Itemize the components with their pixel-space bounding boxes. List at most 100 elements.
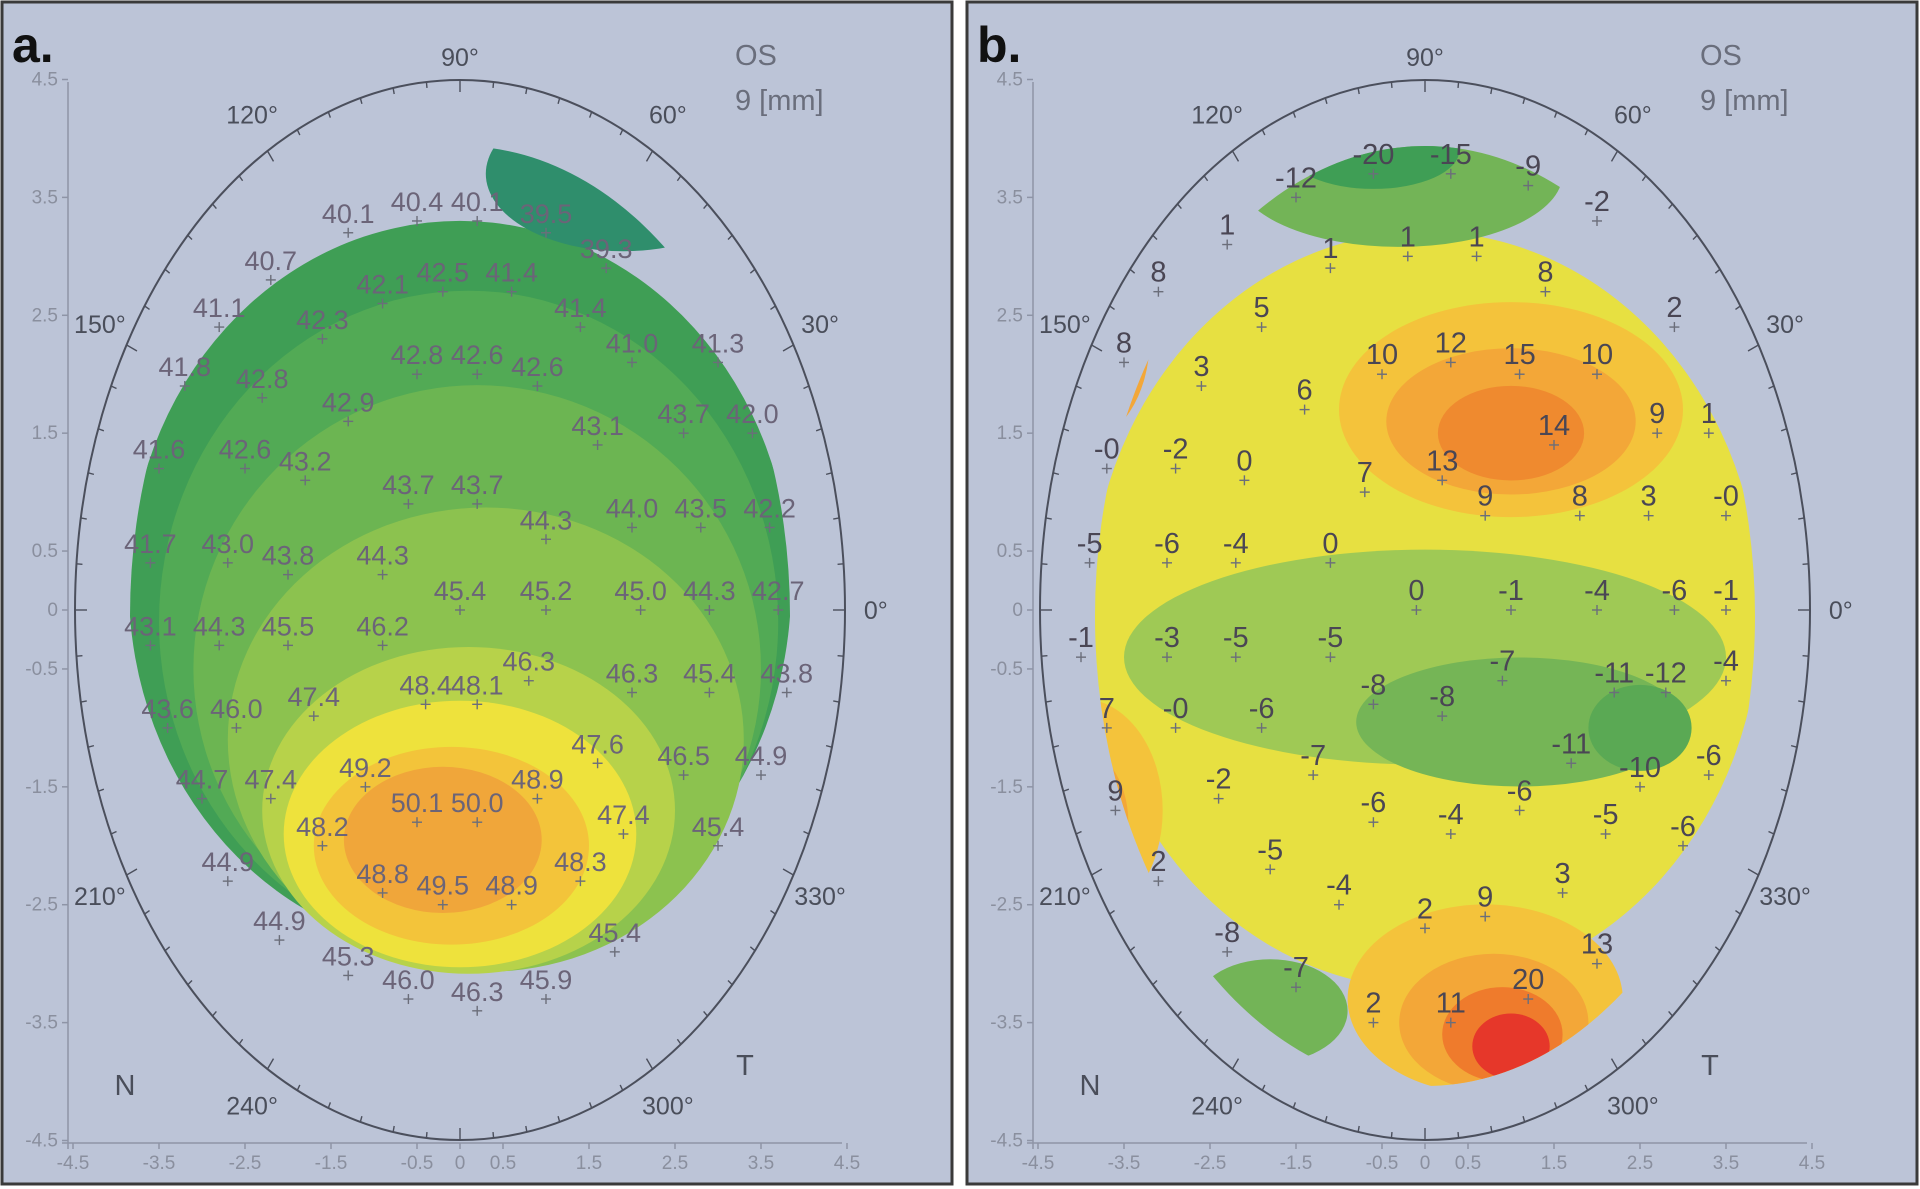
degree-tick: [1553, 111, 1558, 118]
degree-tick: [1457, 81, 1460, 89]
degree-tick: [211, 203, 217, 210]
measurement-point: 46.3: [451, 977, 504, 1016]
degree-tick: [80, 517, 87, 520]
degree-tick: [1522, 1115, 1526, 1123]
degree-tick: [645, 150, 654, 162]
point-value: 45.4: [683, 659, 736, 689]
degree-tick: [1610, 150, 1619, 162]
point-value: 47.6: [571, 729, 624, 759]
point-value: 42.1: [356, 269, 409, 299]
point-value: 1: [1322, 233, 1338, 265]
point-value: 41.6: [133, 435, 186, 465]
y-tick-label: -2.5: [990, 895, 1023, 916]
degree-tick: [359, 1115, 363, 1123]
degree-tick: [327, 1102, 332, 1109]
x-tick-label: -4.5: [1022, 1153, 1055, 1174]
measurement-point: 45.4: [683, 659, 736, 698]
measurement-point: 40.7: [245, 246, 297, 285]
measurement-point: 41.8: [159, 352, 211, 392]
degree-tick: [557, 97, 561, 105]
x-tick-label: 3.5: [1713, 1153, 1739, 1174]
measurement-point: 42.3: [296, 305, 349, 344]
measurement-point: -7: [1283, 952, 1309, 993]
point-value: 49.2: [339, 753, 392, 783]
measurement-point: 42.7: [752, 576, 804, 615]
degree-tick: [97, 788, 105, 792]
measurement-point: -6: [1249, 693, 1274, 733]
point-value: 10: [1366, 339, 1398, 371]
degree-tick: [492, 81, 495, 89]
point-value: 43.0: [202, 529, 255, 559]
degree-tick: [1457, 1131, 1460, 1139]
measurement-point: 50.0: [451, 788, 503, 828]
measurement-point: 15: [1503, 339, 1536, 380]
x-tick-label: -1.5: [1280, 1153, 1313, 1174]
degree-tick: [296, 1084, 301, 1091]
point-value: 46.2: [356, 611, 409, 641]
degree-tick: [1692, 980, 1698, 986]
measurement-point: -2: [1584, 186, 1610, 226]
angle-label: 120°: [1191, 101, 1243, 129]
point-value: 1: [1701, 398, 1717, 430]
degree-tick: [1490, 87, 1493, 95]
point-value: 9: [1477, 882, 1493, 914]
point-value: 43.7: [451, 470, 504, 500]
measurement-point: -6: [1361, 787, 1386, 828]
nasal-label: N: [115, 1070, 136, 1102]
measurement-point: -4: [1584, 575, 1610, 615]
degree-tick: [327, 111, 332, 118]
point-value: 48.2: [296, 812, 349, 842]
angle-label: 240°: [226, 1093, 278, 1121]
point-value: 39.3: [580, 234, 633, 264]
measurement-point: -15: [1430, 139, 1472, 179]
measurement-point: 42.1: [356, 269, 409, 309]
point-value: 44.3: [356, 541, 409, 571]
point-value: 43.1: [124, 611, 177, 641]
degree-tick: [1091, 868, 1103, 876]
degree-tick: [1522, 97, 1526, 105]
point-value: -6: [1696, 740, 1722, 772]
measurement-point: 50.1: [391, 788, 443, 828]
measurement-point: 43.5: [675, 493, 727, 533]
degree-tick: [425, 1131, 428, 1139]
temporal-label: T: [1701, 1050, 1719, 1082]
point-value: 48.3: [554, 847, 607, 877]
angle-label: 210°: [1039, 883, 1091, 911]
measurement-point: 41.6: [133, 435, 186, 474]
point-value: -4: [1438, 799, 1464, 831]
x-tick-label: 0.5: [1455, 1153, 1481, 1174]
degree-tick: [1091, 344, 1103, 352]
degree-tick: [1075, 830, 1082, 835]
degree-tick: [1292, 111, 1297, 118]
angle-label: 240°: [1191, 1093, 1243, 1121]
point-value: -9: [1515, 151, 1541, 183]
measurement-point: 2: [1365, 988, 1381, 1028]
degree-tick: [97, 428, 105, 432]
degree-tick: [80, 700, 87, 703]
point-value: 48.1: [451, 670, 504, 700]
eye-label: OS: [735, 40, 777, 72]
degree-tick: [1152, 234, 1158, 240]
measurement-point: 45.4: [589, 918, 641, 957]
degree-tick: [1041, 654, 1048, 657]
measurement-point: 41.7: [124, 529, 177, 568]
measurement-point: 40.4: [391, 187, 443, 226]
point-value: 43.8: [761, 659, 814, 689]
degree-tick: [1203, 175, 1209, 182]
measurement-point: -20: [1352, 139, 1394, 179]
point-value: 46.3: [451, 977, 504, 1007]
point-value: -5: [1223, 622, 1249, 654]
point-value: 1: [1400, 221, 1416, 253]
measurement-point: 49.2: [339, 753, 392, 792]
point-value: -1: [1498, 575, 1524, 607]
degree-tick: [1129, 268, 1136, 274]
degree-tick: [557, 1115, 561, 1123]
point-value: 43.8: [262, 541, 315, 571]
point-value: 43.7: [657, 399, 710, 429]
degree-tick: [1041, 563, 1048, 566]
measurement-point: 44.3: [356, 541, 409, 580]
x-tick-label: 2.5: [1627, 1153, 1653, 1174]
degree-tick: [1052, 472, 1060, 476]
measurement-point: 0: [1236, 445, 1252, 486]
y-tick-label: 1.5: [32, 423, 58, 444]
